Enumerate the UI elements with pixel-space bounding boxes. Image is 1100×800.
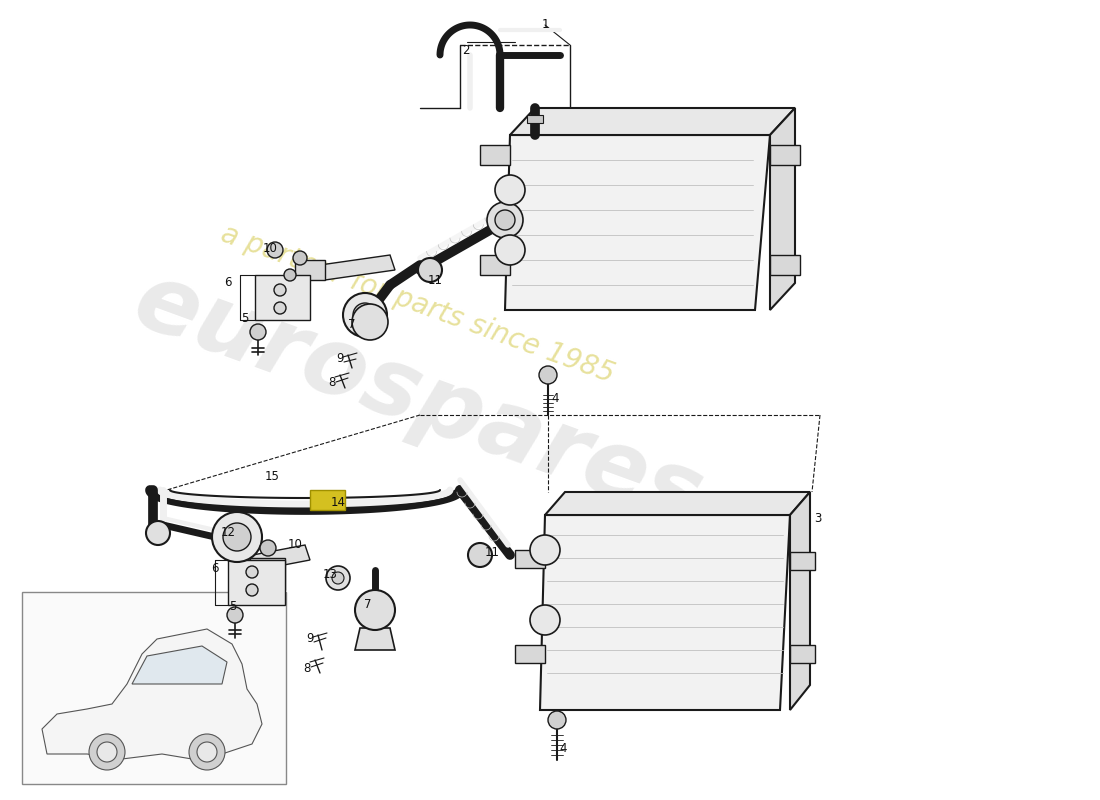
Circle shape xyxy=(487,202,522,238)
Text: 8: 8 xyxy=(328,377,336,390)
Circle shape xyxy=(548,711,566,729)
Circle shape xyxy=(250,324,266,340)
Circle shape xyxy=(293,251,307,265)
Circle shape xyxy=(352,304,388,340)
Text: 8: 8 xyxy=(304,662,310,674)
Circle shape xyxy=(197,742,217,762)
Circle shape xyxy=(353,303,377,327)
Text: 4: 4 xyxy=(551,391,559,405)
Polygon shape xyxy=(236,545,310,573)
Circle shape xyxy=(539,366,557,384)
Text: 3: 3 xyxy=(814,511,822,525)
Text: a partner for parts since 1985: a partner for parts since 1985 xyxy=(218,219,618,389)
Circle shape xyxy=(326,566,350,590)
Text: 10: 10 xyxy=(287,538,303,551)
Circle shape xyxy=(284,269,296,281)
Text: 6: 6 xyxy=(211,562,219,574)
Bar xyxy=(310,490,345,510)
Circle shape xyxy=(212,512,262,562)
Circle shape xyxy=(223,523,251,551)
Circle shape xyxy=(343,293,387,337)
Circle shape xyxy=(495,175,525,205)
Circle shape xyxy=(530,535,560,565)
Text: 15: 15 xyxy=(265,470,279,483)
Circle shape xyxy=(267,242,283,258)
Text: 13: 13 xyxy=(322,569,338,582)
Polygon shape xyxy=(480,145,510,165)
Text: 12: 12 xyxy=(220,526,235,539)
Polygon shape xyxy=(505,135,770,310)
Polygon shape xyxy=(790,492,810,710)
Circle shape xyxy=(530,605,560,635)
Text: 9: 9 xyxy=(337,351,343,365)
Text: 7: 7 xyxy=(349,318,355,331)
Circle shape xyxy=(246,566,258,578)
Polygon shape xyxy=(790,552,815,570)
Polygon shape xyxy=(515,550,544,568)
Text: 6: 6 xyxy=(224,275,232,289)
Text: 11: 11 xyxy=(484,546,499,559)
Circle shape xyxy=(189,734,226,770)
Text: 10: 10 xyxy=(263,242,277,254)
Polygon shape xyxy=(770,255,800,275)
Text: 2: 2 xyxy=(462,43,470,57)
Polygon shape xyxy=(480,255,510,275)
Circle shape xyxy=(274,284,286,296)
Bar xyxy=(527,115,543,123)
Polygon shape xyxy=(510,108,795,135)
Circle shape xyxy=(89,734,125,770)
Text: 9: 9 xyxy=(306,631,313,645)
Text: 11: 11 xyxy=(428,274,442,286)
Polygon shape xyxy=(770,145,800,165)
Circle shape xyxy=(355,590,395,630)
Text: 7: 7 xyxy=(364,598,372,611)
Text: 5: 5 xyxy=(241,311,249,325)
Polygon shape xyxy=(544,492,810,515)
Circle shape xyxy=(495,235,525,265)
Text: 4: 4 xyxy=(559,742,566,754)
Circle shape xyxy=(418,258,442,282)
Polygon shape xyxy=(790,645,815,663)
Polygon shape xyxy=(320,255,395,280)
Circle shape xyxy=(495,210,515,230)
Circle shape xyxy=(274,302,286,314)
Text: 14: 14 xyxy=(330,495,345,509)
Polygon shape xyxy=(515,645,544,663)
Circle shape xyxy=(260,540,276,556)
Text: 5: 5 xyxy=(229,601,236,614)
Circle shape xyxy=(97,742,117,762)
Circle shape xyxy=(332,572,344,584)
Text: eurospares: eurospares xyxy=(121,254,715,546)
Circle shape xyxy=(146,521,170,545)
Circle shape xyxy=(468,543,492,567)
Polygon shape xyxy=(250,558,285,590)
Bar xyxy=(22,592,286,784)
Polygon shape xyxy=(42,629,262,759)
Polygon shape xyxy=(295,260,324,280)
Polygon shape xyxy=(255,275,310,320)
Polygon shape xyxy=(540,515,790,710)
Polygon shape xyxy=(228,560,285,605)
Polygon shape xyxy=(355,628,395,650)
Circle shape xyxy=(227,607,243,623)
Text: 1: 1 xyxy=(541,18,549,31)
Polygon shape xyxy=(770,108,795,310)
Circle shape xyxy=(246,584,258,596)
Polygon shape xyxy=(132,646,227,684)
